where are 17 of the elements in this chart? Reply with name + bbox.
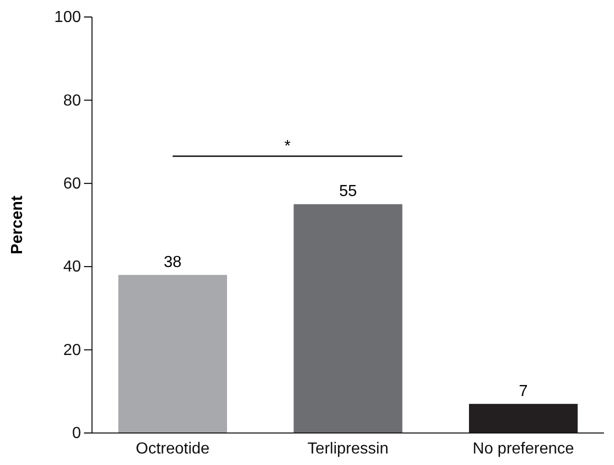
y-tick-label: 100	[54, 9, 82, 26]
y-tick-label: 40	[63, 258, 82, 276]
x-tick-label: Terlipressin	[308, 440, 388, 458]
annotation: *	[284, 138, 291, 156]
bar	[294, 204, 402, 433]
data-label: 55	[339, 183, 357, 200]
x-tick-label: No preference	[472, 440, 574, 458]
y-tick-label: 20	[63, 342, 82, 359]
bar	[118, 274, 228, 433]
x-tick-label: Octreotide	[136, 440, 210, 458]
data-label: 7	[518, 382, 528, 400]
y-tick-label: 0	[72, 425, 82, 442]
y-axis-title: Percent	[9, 194, 26, 254]
y-tick-label: 60	[63, 176, 82, 193]
data-label: 38	[164, 254, 182, 271]
bar	[468, 404, 578, 433]
y-tick-label: 80	[63, 92, 82, 110]
